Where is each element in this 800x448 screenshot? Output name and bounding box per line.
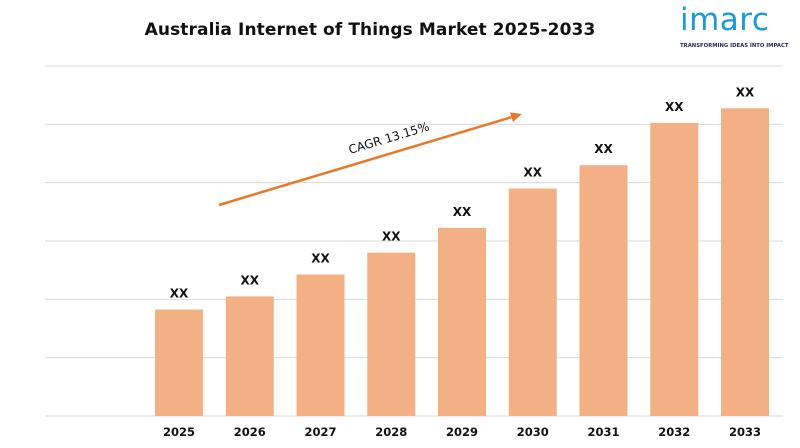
data-label-2025: XX	[170, 287, 189, 301]
bar-2027	[296, 274, 345, 416]
x-tick-2029: 2029	[446, 425, 478, 439]
data-label-2031: XX	[594, 142, 613, 156]
x-tick-2030: 2030	[517, 425, 549, 439]
bar-2033	[721, 108, 769, 417]
bar-2032	[650, 122, 699, 416]
x-tick-2031: 2031	[587, 425, 619, 439]
data-label-2027: XX	[311, 252, 330, 266]
bars	[155, 108, 769, 417]
data-label-2032: XX	[665, 100, 684, 114]
cagr-arrow	[218, 115, 512, 207]
data-label-2029: XX	[453, 205, 472, 219]
data-labels: XX XX XX XX XX XX XX XX XX	[170, 85, 755, 300]
cagr-label: CAGR 13.15%	[347, 119, 431, 156]
bar-2025	[155, 309, 203, 416]
x-axis-ticks: 2025 2026 2027 2028 2029 2030 2031 2032 2033	[163, 425, 761, 439]
brand-tagline: TRANSFORMING IDEAS INTO IMPACT	[680, 43, 789, 49]
data-label-2030: XX	[523, 166, 542, 180]
cagr-arrow-head	[510, 112, 522, 122]
x-tick-2026: 2026	[234, 425, 266, 439]
imarc-logo: imarc TRANSFORMING IDEAS INTO IMPACT	[664, 2, 794, 54]
chart-title: Australia Internet of Things Market 2025…	[144, 20, 596, 40]
data-label-2033: XX	[736, 85, 755, 99]
bar-2030	[508, 188, 557, 416]
x-tick-2033: 2033	[729, 425, 761, 439]
brand-name: imarc	[680, 2, 770, 38]
x-tick-2027: 2027	[304, 425, 336, 439]
cagr-annotation: CAGR 13.15%	[218, 112, 522, 207]
x-tick-2025: 2025	[163, 425, 195, 439]
data-label-2028: XX	[382, 230, 401, 244]
x-tick-2032: 2032	[658, 425, 690, 439]
data-label-2026: XX	[240, 273, 259, 287]
bar-2026	[225, 296, 274, 416]
x-tick-2028: 2028	[375, 425, 407, 439]
bar-2029	[438, 227, 486, 416]
bar-2028	[367, 252, 416, 416]
bar-2031	[579, 165, 628, 416]
